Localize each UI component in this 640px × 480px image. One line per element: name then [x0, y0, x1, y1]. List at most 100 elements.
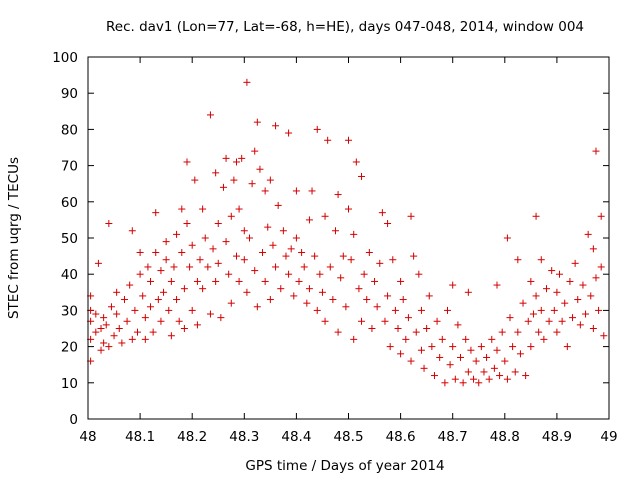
data-point: [272, 122, 280, 130]
data-point: [212, 169, 220, 177]
data-point: [571, 259, 579, 267]
data-point: [285, 270, 293, 278]
y-axis-label: STEC from uqrg / TECUs: [6, 157, 22, 319]
data-point: [173, 230, 181, 238]
data-point: [477, 343, 485, 351]
data-point: [149, 328, 157, 336]
data-point: [206, 111, 214, 119]
data-point: [292, 234, 300, 242]
data-point: [587, 292, 595, 300]
data-point: [193, 277, 201, 285]
x-tick-label: 48.1: [125, 429, 155, 445]
data-point: [433, 317, 441, 325]
data-point: [212, 277, 220, 285]
data-point: [457, 353, 465, 361]
data-point: [128, 227, 136, 235]
data-point: [199, 285, 207, 293]
data-point: [394, 325, 402, 332]
data-point: [225, 270, 233, 278]
data-point: [269, 241, 277, 249]
data-point: [506, 314, 514, 322]
data-point: [167, 277, 175, 285]
data-point: [157, 267, 165, 275]
data-point: [313, 306, 321, 314]
data-point: [535, 328, 543, 336]
data-point: [493, 346, 501, 354]
data-point: [162, 238, 170, 246]
data-point: [256, 165, 264, 173]
data-point: [358, 172, 366, 180]
data-point: [339, 252, 347, 260]
data-point: [600, 332, 608, 340]
data-point: [186, 263, 194, 271]
data-point: [368, 325, 376, 332]
data-point: [92, 328, 100, 336]
data-point: [345, 205, 352, 213]
data-point: [165, 306, 173, 314]
data-points: [87, 78, 608, 387]
data-point: [516, 350, 524, 358]
data-point: [303, 299, 311, 307]
data-point: [272, 263, 280, 271]
data-point: [459, 379, 467, 387]
data-point: [522, 372, 530, 380]
data-point: [97, 325, 105, 332]
data-point: [178, 205, 186, 213]
data-point: [347, 256, 355, 264]
data-point: [334, 191, 342, 199]
data-point: [110, 332, 118, 340]
data-point: [188, 306, 196, 314]
data-point: [188, 241, 196, 249]
data-point: [316, 270, 324, 278]
data-point: [253, 118, 261, 126]
data-point: [430, 372, 438, 380]
data-point: [511, 368, 519, 376]
data-point: [222, 154, 230, 162]
data-point: [480, 368, 488, 376]
data-point: [238, 154, 246, 162]
data-point: [420, 364, 428, 372]
data-point: [248, 180, 256, 188]
data-point: [235, 277, 243, 285]
data-point: [451, 375, 459, 383]
x-tick-label: 48.4: [281, 429, 311, 445]
data-point: [503, 375, 511, 383]
data-point: [180, 325, 188, 332]
data-point: [178, 248, 186, 256]
data-point: [157, 317, 165, 325]
data-point: [438, 335, 446, 343]
data-point: [415, 270, 423, 278]
data-point: [592, 147, 600, 155]
data-point: [582, 310, 590, 318]
data-point: [100, 314, 108, 322]
data-point: [131, 306, 139, 314]
data-point: [576, 321, 584, 329]
data-point: [160, 288, 168, 296]
data-point: [175, 317, 183, 325]
data-point: [509, 343, 517, 351]
data-point: [498, 328, 506, 336]
data-point: [597, 263, 605, 271]
data-point: [488, 335, 496, 343]
y-tick-label: 40: [61, 267, 78, 283]
data-point: [493, 281, 501, 289]
data-point: [496, 372, 504, 380]
data-point: [553, 328, 561, 336]
data-point: [503, 234, 511, 242]
x-axis-label: GPS time / Days of year 2014: [245, 458, 444, 474]
data-point: [386, 343, 394, 351]
data-point: [94, 259, 102, 267]
axis-ticks: 48 48.1 48.2 48.3 48.4 48.5 48.6 48.7 48.8 48.9 49…: [52, 50, 617, 445]
data-point: [305, 285, 313, 293]
data-point: [243, 288, 251, 296]
data-point: [298, 248, 306, 256]
data-point: [277, 285, 285, 293]
data-point: [167, 332, 175, 340]
data-point: [342, 303, 350, 311]
x-tick-label: 48.2: [177, 429, 207, 445]
data-point: [454, 321, 462, 329]
data-point: [350, 230, 358, 238]
data-point: [597, 212, 605, 220]
data-point: [449, 343, 457, 351]
